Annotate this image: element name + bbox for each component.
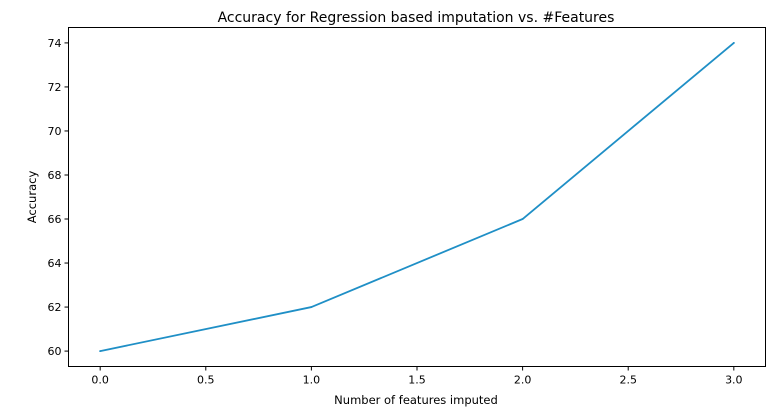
y-tick-label: 72: [48, 81, 62, 94]
y-tick-label: 74: [48, 37, 62, 50]
x-axis: 0.0 0.5 1.0 1.5 2.0 2.5 3.0: [91, 366, 743, 387]
x-tick-label: 1.0: [303, 374, 321, 387]
y-axis: 60 62 64 66 68 70 72 74: [48, 37, 69, 358]
y-tick-label: 62: [48, 301, 62, 314]
y-tick-label: 66: [48, 213, 62, 226]
data-point: [99, 350, 102, 352]
y-tick-label: 64: [48, 257, 62, 270]
x-tick-label: 0.0: [91, 374, 109, 387]
data-point: [732, 42, 735, 44]
series-layer: [99, 42, 735, 352]
plot-frame: [68, 27, 766, 367]
y-tick-label: 70: [48, 125, 62, 138]
chart-title: Accuracy for Regression based imputation…: [218, 10, 615, 26]
x-tick-label: 2.0: [514, 374, 532, 387]
x-tick-label: 3.0: [725, 374, 743, 387]
y-axis-label: Accuracy: [25, 171, 39, 224]
x-tick-label: 1.5: [408, 374, 426, 387]
y-tick-label: 60: [48, 345, 62, 358]
plot-area: 0.0 0.5 1.0 1.5 2.0 2.5 3.0 60 62 64 66 68 70 72 74: [48, 27, 766, 387]
x-tick-label: 0.5: [197, 374, 215, 387]
x-tick-label: 2.5: [619, 374, 637, 387]
series-line-0: [99, 42, 735, 352]
data-point: [521, 218, 524, 220]
x-axis-label: Number of features imputed: [334, 393, 498, 407]
data-point: [310, 306, 313, 308]
y-tick-label: 68: [48, 169, 62, 182]
